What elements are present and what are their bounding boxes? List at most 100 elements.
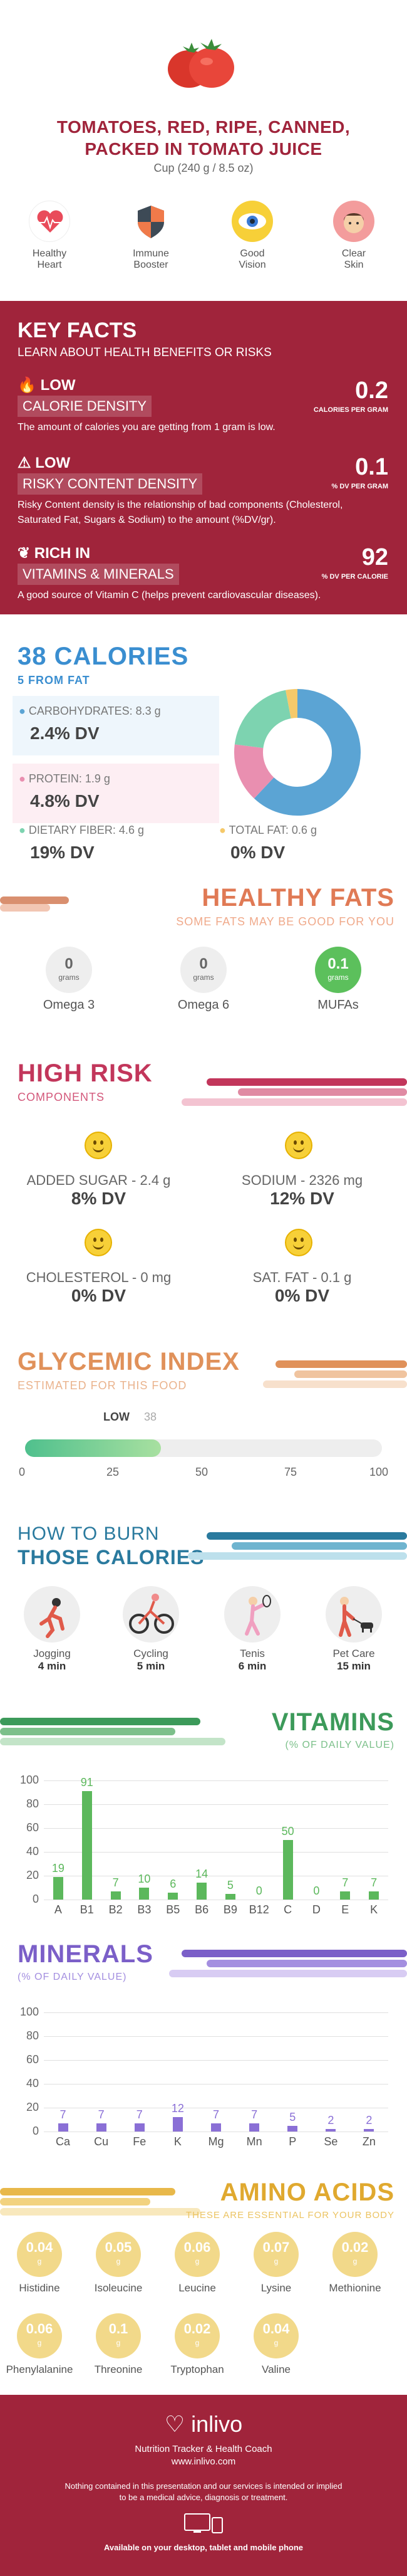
footer-disclaimer: Nothing contained in this presentation a… [64, 2481, 343, 2491]
cycling-icon [123, 1586, 179, 1643]
kf-unit: CALORIES PER GRAM [313, 406, 388, 414]
tennis-icon [224, 1586, 281, 1643]
bar-value-label: 50 [281, 1825, 294, 1837]
bar-B9 [225, 1893, 235, 1900]
donut-slice-protein [234, 744, 275, 799]
smiley-icon [285, 1132, 312, 1159]
bar-value-label: 7 [342, 1876, 349, 1889]
amino-value-circle: 0.04 g [254, 2313, 299, 2358]
high-risk-title: HIGH RISK [18, 1059, 153, 1087]
y-tick-label: 100 [19, 2006, 39, 2018]
amino-subtitle: THESE ARE ESSENTIAL FOR YOUR BODY [185, 2210, 394, 2221]
risk-label: SODIUM - 2326 mg [241, 1172, 363, 1188]
bar-value-label: 5 [289, 2110, 296, 2123]
category-label: B5 [166, 1903, 180, 1916]
burn-name: Pet Care [332, 1648, 375, 1659]
bar-value-label: 19 [51, 1861, 64, 1874]
bar-Mg [211, 2123, 221, 2132]
minerals-bar-chart: 0 20 40 60 80 100 7 Ca 7 Cu 7 Fe 12 K 7 Mg 7 Mn 5 P 2 Se 2 Zn [0, 2000, 407, 2163]
kf-unit: % DV PER CALORIE [321, 573, 388, 581]
category-label: P [289, 2135, 297, 2148]
donut-slice-fiber [234, 690, 292, 749]
glycemic-title: GLYCEMIC INDEX [18, 1348, 240, 1375]
fat-name: MUFAs [317, 998, 359, 1012]
bar-value-label: 7 [59, 2108, 66, 2121]
minerals-title: MINERALS [18, 1940, 153, 1968]
y-tick-label: 40 [26, 2077, 39, 2090]
bar-value-label: 7 [251, 2108, 258, 2121]
bar-value-label: 12 [171, 2102, 184, 2115]
category-label: Se [324, 2135, 338, 2148]
warning-icon: ⚠ [18, 455, 31, 471]
amino-name: Lysine [260, 2282, 292, 2294]
benefit-label: Skin [344, 260, 364, 270]
kf-value: 0.1 [355, 454, 388, 480]
amino-value-circle: 0.02 g [175, 2313, 220, 2358]
kf-tag: ⚠ LOW [18, 454, 268, 472]
key-facts-section: KEY FACTS LEARN ABOUT HEALTH BENEFITS OR… [0, 301, 407, 614]
amino-isoleucine: 0.05 g Isoleucine [84, 2232, 153, 2295]
macro-label: ● DIETARY FIBER: 4.6 g [19, 824, 144, 836]
gi-tick: 75 [284, 1466, 297, 1478]
amino-value-circle: 0.02 g [332, 2232, 378, 2277]
category-label: Mg [208, 2135, 224, 2148]
bar-P [287, 2125, 298, 2132]
bar-B1 [81, 1791, 92, 1900]
risk-dv: 12% DV [270, 1189, 334, 1208]
glycemic-subtitle: ESTIMATED FOR THIS FOOD [18, 1379, 187, 1392]
risk-dv: 0% DV [274, 1286, 330, 1305]
risk-label: ADDED SUGAR - 2.4 g [26, 1172, 171, 1188]
category-label: Zn [362, 2135, 376, 2148]
bar-value-label: 7 [112, 1876, 119, 1889]
donut-slice-carbs [254, 689, 361, 816]
category-label: Cu [94, 2135, 109, 2148]
bar-C [282, 1840, 293, 1900]
risk-dv: 8% DV [71, 1189, 126, 1208]
macro-carbs: ● CARBOHYDRATES: 8.3 g 2.4% DV [13, 696, 219, 755]
benefit-label: Heart [37, 260, 62, 270]
glycemic-level: LOW [103, 1411, 130, 1423]
bar-value-label: 7 [136, 2108, 143, 2121]
amino-name: Histidine [19, 2282, 60, 2294]
grid-line [44, 1780, 388, 1781]
eye-icon [232, 201, 273, 242]
bar-B2 [110, 1891, 121, 1900]
amino-tryptophan: 0.02 g Tryptophan [163, 2313, 232, 2376]
y-tick-label: 40 [26, 1845, 39, 1858]
bar-value-label: 5 [227, 1878, 234, 1891]
bar-Zn [364, 2129, 374, 2132]
grid-line [44, 1852, 388, 1853]
y-tick-label: 60 [26, 1821, 39, 1834]
serving-size: Cup (240 g / 8.5 oz) [153, 162, 254, 174]
leaf-icon: ❦ [18, 545, 31, 562]
gi-tick: 25 [106, 1466, 120, 1478]
footer-url[interactable]: www.inlivo.com [171, 2456, 236, 2467]
bar-value-label: 10 [138, 1873, 151, 1885]
category-label: A [54, 1903, 62, 1916]
risk-cholesterol: CHOLESTEROL - 0 mg 0% DV [13, 1270, 185, 1306]
minerals-subtitle: (% OF DAILY VALUE) [18, 1972, 127, 1982]
kf-label: RISKY CONTENT DENSITY [18, 473, 203, 495]
bar-value-label: 14 [195, 1868, 209, 1881]
amino-value-circle: 0.06 g [17, 2313, 62, 2358]
y-tick-label: 60 [26, 2053, 39, 2066]
bar-value-label: 2 [327, 2114, 334, 2127]
grid-line [44, 2012, 388, 2013]
kf-desc: A good source of Vitamin C (helps preven… [18, 590, 321, 601]
category-label: B1 [80, 1903, 94, 1916]
grid-line [44, 1828, 388, 1829]
shield-icon [130, 201, 172, 242]
bar-value-label: 0 [255, 1885, 262, 1897]
category-label: K [370, 1903, 378, 1916]
bar-value-label: 2 [366, 2114, 373, 2127]
burn-cycling: Cycling 5 min [116, 1586, 185, 1673]
burn-name: Tenis [240, 1648, 265, 1659]
benefit-label: Booster [133, 260, 168, 270]
macro-label: ● PROTEIN: 1.9 g [19, 772, 110, 785]
bar-Cu [96, 2123, 106, 2132]
kf-tag-text: LOW [35, 455, 71, 471]
bar-K [369, 1891, 379, 1900]
amino-valine: 0.04 g Valine [242, 2313, 311, 2376]
decor-stripes-left [0, 896, 138, 904]
bar-B6 [197, 1883, 207, 1900]
